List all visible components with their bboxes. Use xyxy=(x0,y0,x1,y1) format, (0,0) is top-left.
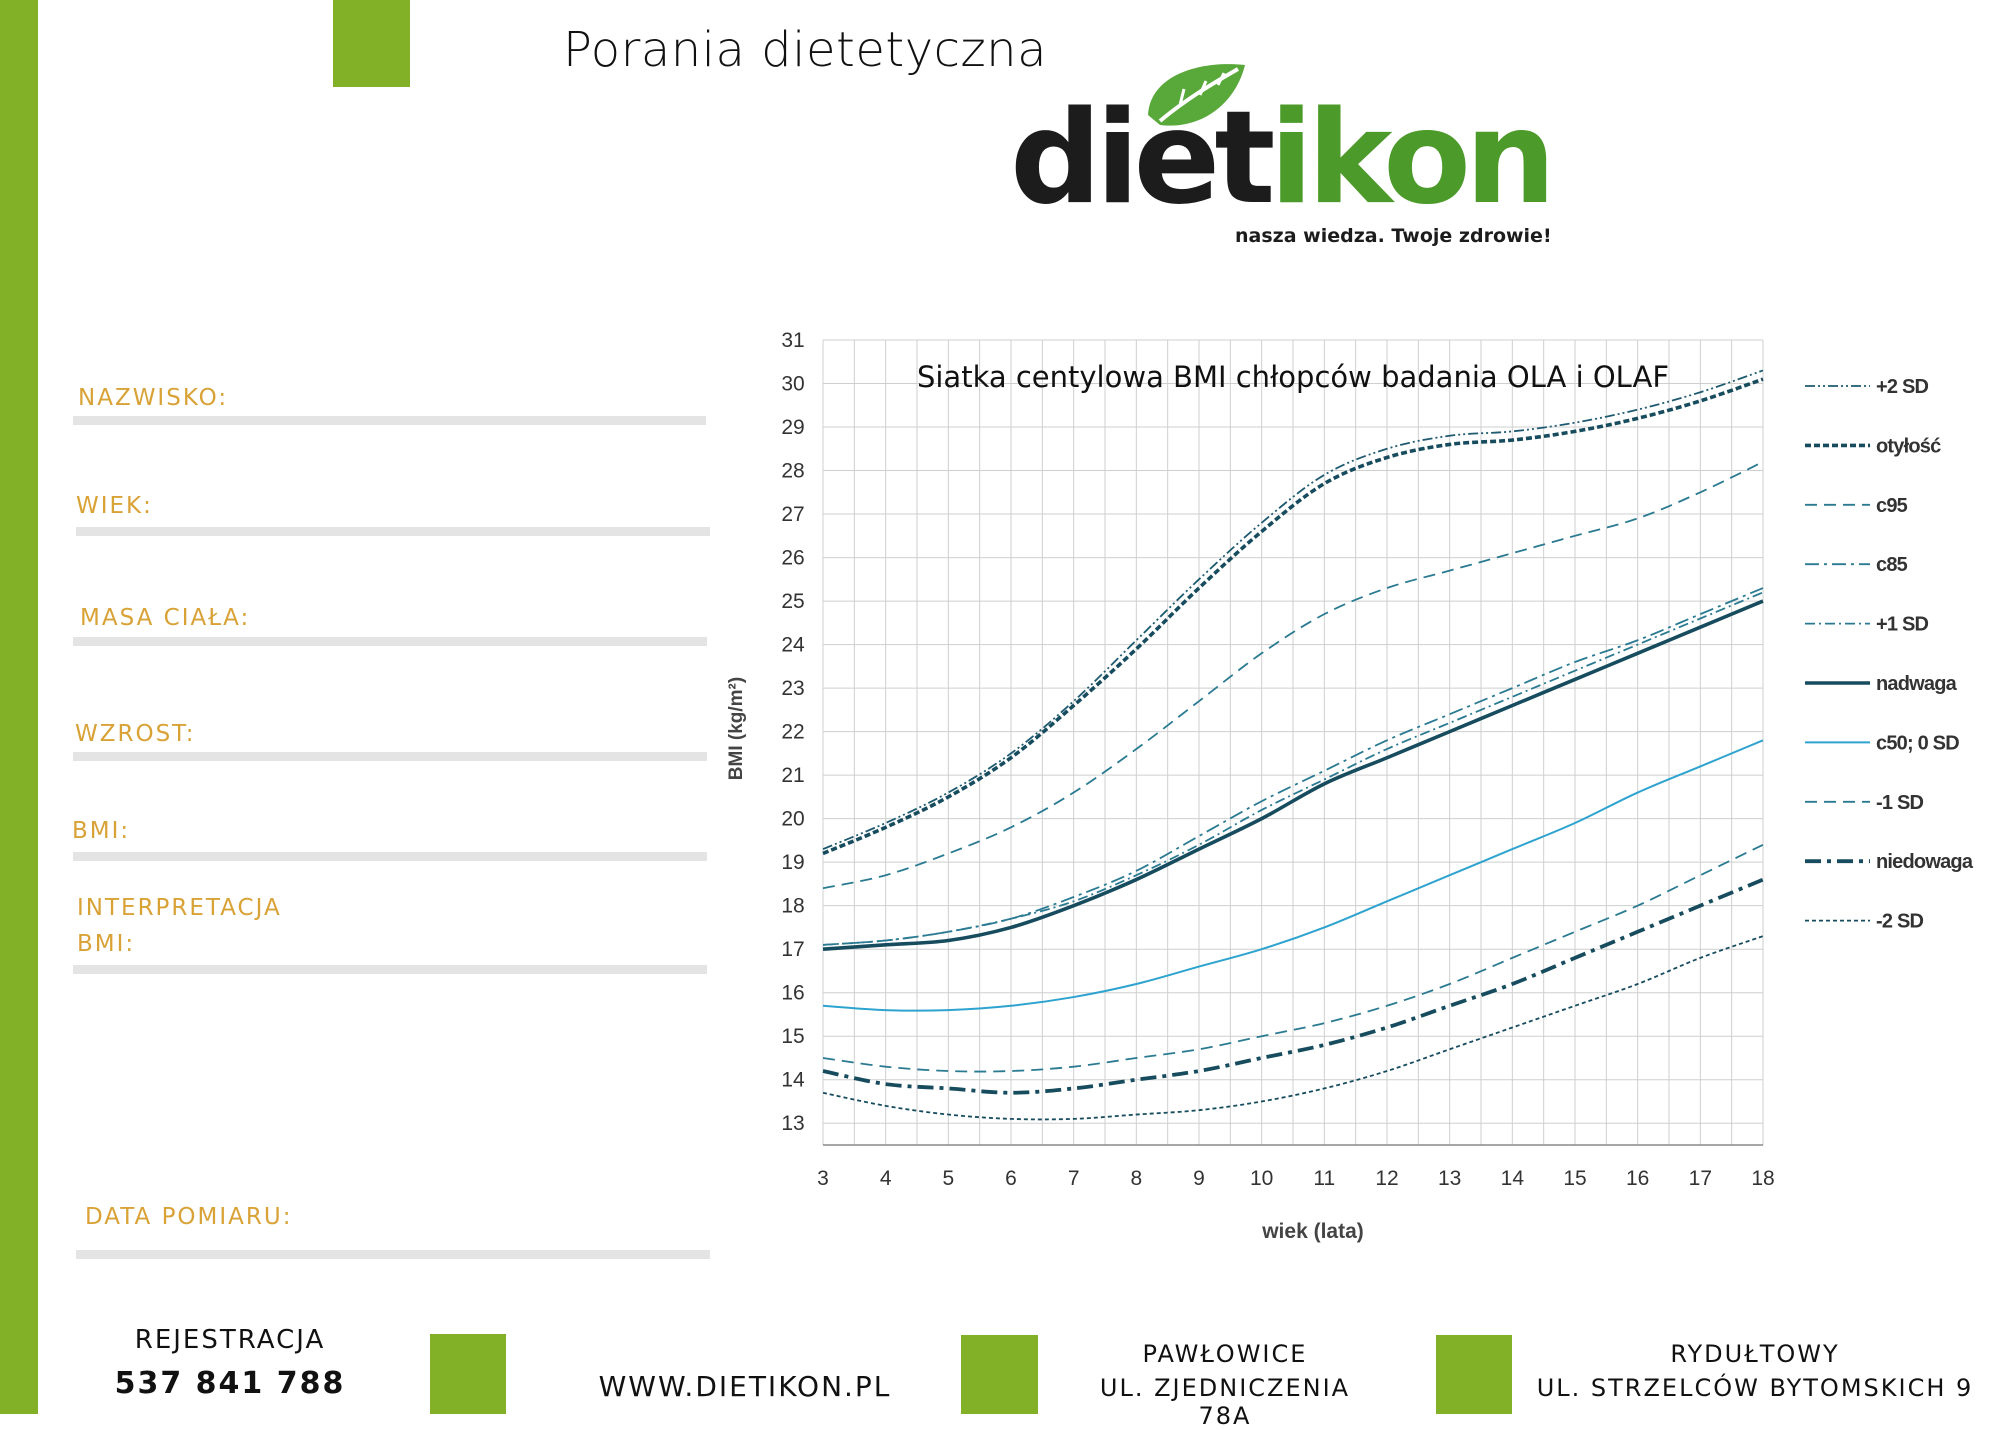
field-line-weight[interactable] xyxy=(73,637,707,646)
field-label-bmi: BMI: xyxy=(72,818,131,844)
logo-wordmark: dietikon xyxy=(1010,95,1556,223)
field-label-age: WIEK: xyxy=(76,493,153,519)
y-tick-label: 28 xyxy=(781,460,804,483)
field-line-age[interactable] xyxy=(76,527,710,536)
x-tick-label: 6 xyxy=(1005,1167,1017,1190)
field-line-bmi[interactable] xyxy=(73,852,707,861)
y-tick-label: 27 xyxy=(781,503,804,526)
field-label-surname: NAZWISKO: xyxy=(78,385,229,411)
left-accent-bar xyxy=(0,0,38,1414)
y-tick-label: 23 xyxy=(781,677,804,700)
y-axis-label: BMI (kg/m²) xyxy=(726,677,747,780)
legend-label-c95: c95 xyxy=(1876,495,1908,517)
field-line-measurement-date[interactable] xyxy=(76,1250,710,1259)
y-tick-label: 22 xyxy=(781,721,804,744)
logo-wordmark-green: ikon xyxy=(1269,84,1557,233)
legend-label-1-sd: +1 SD xyxy=(1876,614,1928,636)
y-tick-label: 17 xyxy=(781,938,804,961)
logo-wordmark-t: t xyxy=(1214,84,1275,233)
x-tick-label: 5 xyxy=(942,1167,954,1190)
x-tick-label: 17 xyxy=(1689,1167,1712,1190)
chart-svg: 3 4 5 6 7 8 9 10 11 12 13 14 15 16 17 18 13 14 15 16 17 18 19 2… xyxy=(726,329,1975,1243)
y-tick-label: 19 xyxy=(781,851,804,874)
field-line-surname[interactable] xyxy=(73,416,706,425)
chart-title: Siatka centylowa BMI chłopców badania OL… xyxy=(917,360,1669,394)
series-line-c50-0-sd xyxy=(822,739,1764,1012)
footer-branch2-street: UL. STRZELCÓW BYTOMSKICH 9 xyxy=(1536,1374,1974,1402)
legend-label-niedowaga: niedowaga xyxy=(1876,851,1974,873)
legend-label-c85: c85 xyxy=(1876,554,1908,576)
x-tick-label: 14 xyxy=(1501,1167,1525,1190)
x-tick-label: 11 xyxy=(1313,1167,1335,1190)
bmi-centile-chart: 3 4 5 6 7 8 9 10 11 12 13 14 15 16 17 18 13 14 15 16 17 18 19 2… xyxy=(720,300,2000,1260)
series-line-1-sd xyxy=(822,591,1764,946)
y-tick-label: 26 xyxy=(781,547,804,570)
series-line-2-sd xyxy=(822,935,1764,1121)
x-tick-label: 9 xyxy=(1193,1167,1205,1190)
y-tick-label: 29 xyxy=(781,416,804,439)
series-line-niedowaga xyxy=(822,877,1764,1095)
y-tick-label: 15 xyxy=(781,1025,804,1048)
footer-website[interactable]: WWW.DIETIKON.PL xyxy=(598,1370,892,1403)
footer-registration-label: REJESTRACJA xyxy=(134,1325,326,1355)
y-tick-label: 18 xyxy=(781,895,804,918)
x-tick-label: 3 xyxy=(817,1167,829,1190)
x-tick-label: 13 xyxy=(1438,1167,1461,1190)
logo-wordmark-dark: die xyxy=(1010,84,1220,233)
field-label-measurement-date: DATA POMIARU: xyxy=(85,1204,293,1230)
footer-accent-square-1 xyxy=(430,1334,506,1414)
y-tick-label: 31 xyxy=(781,329,804,352)
y-tick-label: 21 xyxy=(781,764,804,787)
field-label-bmi-interpretation-1: INTERPRETACJA xyxy=(77,895,282,921)
dietikon-logo: dietikon nasza wiedza. Twoje zdrowie! xyxy=(1010,55,1570,255)
x-tick-label: 7 xyxy=(1068,1167,1080,1190)
series-line-2-sd xyxy=(822,369,1764,850)
x-tick-label: 18 xyxy=(1751,1167,1774,1190)
footer-branch1-city: PAWŁOWICE xyxy=(1142,1340,1308,1368)
x-axis-label: wiek (lata) xyxy=(1261,1220,1364,1243)
header-tagline: Porania dietetyczna xyxy=(563,22,1048,78)
field-label-height: WZROST: xyxy=(75,721,196,747)
footer-accent-square-2 xyxy=(961,1335,1038,1414)
x-tick-label: 10 xyxy=(1250,1167,1273,1190)
y-tick-label: 24 xyxy=(781,634,805,657)
legend-label-nadwaga: nadwaga xyxy=(1876,673,1958,695)
x-tick-label: 16 xyxy=(1626,1167,1649,1190)
legend-label-2-sd: -2 SD xyxy=(1876,911,1923,933)
legend-label-1-sd: -1 SD xyxy=(1876,792,1923,814)
top-accent-square xyxy=(333,0,410,87)
x-tick-label: 15 xyxy=(1563,1167,1586,1190)
footer-branch2-city: RYDUŁTOWY xyxy=(1670,1340,1840,1368)
x-tick-label: 8 xyxy=(1130,1167,1142,1190)
legend-label-otyłość: otyłość xyxy=(1876,435,1941,457)
y-tick-label: 25 xyxy=(781,590,804,613)
x-tick-label: 12 xyxy=(1375,1167,1398,1190)
y-tick-label: 16 xyxy=(781,982,804,1005)
field-line-bmi-interpretation[interactable] xyxy=(73,965,707,974)
logo-slogan: nasza wiedza. Twoje zdrowie! xyxy=(1235,225,1552,247)
series-line-c95 xyxy=(822,461,1764,890)
footer-branch1-street: UL. ZJEDNICZENIA 78A xyxy=(1099,1374,1351,1430)
legend-label-2-sd: +2 SD xyxy=(1876,376,1928,398)
field-label-bmi-interpretation-2: BMI: xyxy=(77,931,136,957)
series-line-otyłość xyxy=(822,377,1764,856)
series-line-nadwaga xyxy=(822,599,1764,951)
y-tick-label: 30 xyxy=(781,373,804,396)
leaf-icon xyxy=(1148,64,1245,126)
series-line-1-sd xyxy=(822,843,1764,1073)
field-label-weight: MASA CIAŁA: xyxy=(80,605,251,631)
field-line-height[interactable] xyxy=(73,752,707,761)
y-tick-label: 20 xyxy=(781,808,804,831)
footer-accent-square-3 xyxy=(1436,1335,1512,1414)
legend-label-c50-0-sd: c50; 0 SD xyxy=(1876,732,1959,754)
x-tick-label: 4 xyxy=(880,1167,892,1190)
y-tick-label: 14 xyxy=(781,1069,805,1092)
y-tick-label: 13 xyxy=(781,1112,804,1135)
footer-registration-phone[interactable]: 537 841 788 xyxy=(114,1366,346,1401)
